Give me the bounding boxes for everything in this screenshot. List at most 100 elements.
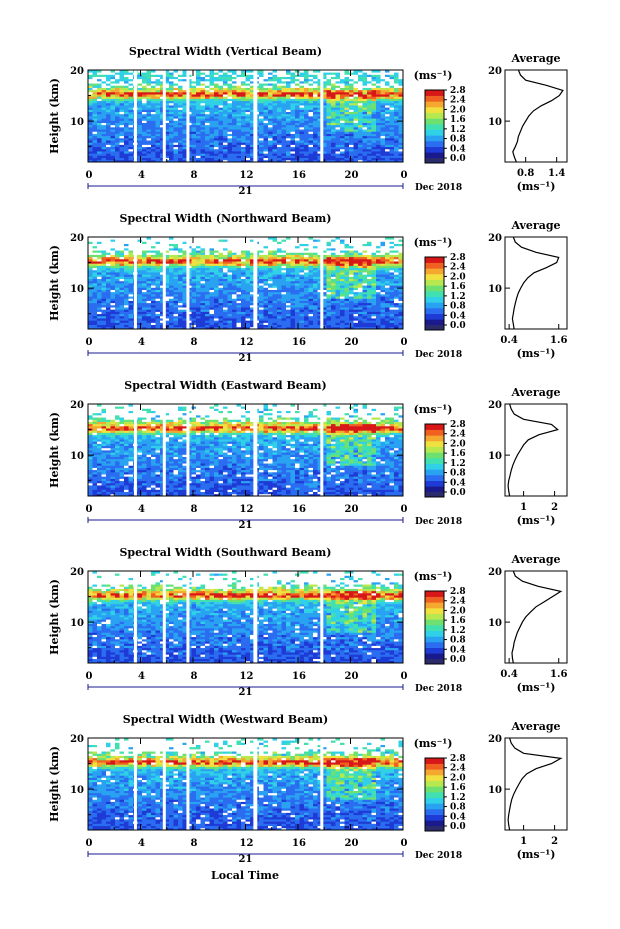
average-title: Average: [510, 219, 560, 232]
data-gap-5: [320, 237, 324, 329]
y-axis-label: Height (km): [48, 245, 61, 321]
colorbar-tick-label: 0.8: [450, 636, 466, 646]
y-tick-label: 20: [70, 66, 84, 77]
colorbar-swatch: [425, 469, 444, 476]
panel-title: Spectral Width (Vertical Beam): [129, 45, 322, 58]
colorbar-swatch: [425, 135, 444, 142]
x-tick-label: 0: [401, 838, 408, 849]
average-y-tick-label: 10: [488, 785, 502, 796]
spectral-width-heatmap: [88, 237, 403, 329]
data-gap-5: [320, 70, 324, 162]
y-axis-label: Height (km): [48, 78, 61, 154]
average-frame: [504, 236, 568, 330]
colorbar-tick-label: 2.4: [450, 597, 466, 607]
average-y-tick-label: 10: [488, 117, 502, 128]
colorbar-swatch: [425, 285, 444, 292]
colorbar-swatch: [425, 480, 444, 487]
x-tick-label: 0: [401, 504, 408, 515]
colorbar-unit: (ms⁻¹): [414, 737, 453, 750]
colorbar-swatch: [425, 435, 444, 442]
x-tick-label: 4: [138, 671, 145, 682]
colorbar-tick-label: 0.4: [450, 812, 466, 822]
colorbar-frame: [424, 423, 445, 498]
average-title: Average: [510, 52, 560, 65]
colorbar-swatch: [425, 780, 444, 787]
colorbar-swatch: [425, 653, 444, 660]
month-label: Dec 2018: [415, 517, 462, 527]
spectral-width-heatmap: [88, 738, 403, 830]
average-x-tick-label: 1.6: [550, 335, 567, 346]
average-y-tick-label: 10: [488, 284, 502, 295]
colorbar-swatch: [425, 758, 444, 764]
x-tick-label: 12: [240, 337, 254, 348]
average-profile: Average 10 20 0.4 1.6(ms⁻¹): [488, 553, 568, 694]
colorbar-swatch: [425, 775, 444, 781]
colorbar-swatch: [425, 101, 444, 108]
day-label: 21: [239, 520, 253, 531]
colorbar-tick-label: 0.4: [450, 478, 466, 488]
colorbar-swatch: [425, 141, 444, 147]
colorbar: (ms⁻¹) 0.00.40.81.21.62.02.42.8: [414, 570, 466, 665]
colorbar-swatch: [425, 596, 444, 603]
colorbar-tick-label: 2.8: [450, 420, 466, 430]
colorbar-tick-label: 0.4: [450, 645, 466, 655]
colorbar-tick-label: 1.6: [450, 449, 466, 459]
colorbar-tick-label: 2.0: [450, 105, 466, 115]
colorbar-swatch: [425, 786, 444, 793]
colorbar-unit: (ms⁻¹): [414, 236, 453, 249]
beam-panel-1: Spectral Width (Vertical Beam) 10 20 Height…: [48, 45, 568, 197]
colorbar-swatch: [425, 152, 444, 159]
x-tick-label: 20: [345, 671, 359, 682]
month-label: Dec 2018: [415, 183, 462, 193]
colorbar-swatch: [425, 769, 444, 776]
average-y-tick-label: 10: [488, 451, 502, 462]
colorbar-swatch: [425, 452, 444, 459]
colorbar-tick-label: 0.8: [450, 135, 466, 145]
average-x-tick-label: 0.4: [500, 335, 517, 346]
x-tick-label: 8: [191, 838, 198, 849]
colorbar-underflow: [425, 325, 444, 330]
x-tick-label: 16: [292, 504, 306, 515]
data-gap-1: [133, 70, 137, 162]
colorbar-swatch: [425, 429, 444, 436]
colorbar-underflow: [425, 492, 444, 497]
average-profile-line: [507, 403, 559, 497]
colorbar-swatch: [425, 118, 444, 125]
day-label: 21: [239, 687, 253, 698]
average-x-label: (ms⁻¹): [517, 514, 556, 527]
x-tick-label: 0: [86, 838, 93, 849]
data-gap-2: [162, 738, 166, 830]
colorbar-tick-label: 1.2: [450, 459, 466, 469]
colorbar-swatch: [425, 319, 444, 326]
average-x-label: (ms⁻¹): [517, 848, 556, 861]
x-tick-label: 16: [292, 170, 306, 181]
average-frame: [504, 737, 568, 831]
colorbar-swatch: [425, 441, 444, 447]
x-tick-label: 16: [292, 838, 306, 849]
colorbar-swatch: [425, 608, 444, 614]
average-profile-line: [511, 570, 563, 664]
average-x-tick-label: 1: [520, 836, 527, 847]
average-profile: Average 10 20 1 2(ms⁻¹): [488, 386, 568, 527]
spectral-width-heatmap: [88, 404, 403, 496]
data-gap-3: [186, 571, 190, 663]
colorbar-swatch: [425, 463, 444, 470]
colorbar-swatch: [425, 129, 444, 136]
spectral-width-heatmap: [88, 571, 403, 663]
colorbar-frame: [424, 590, 445, 665]
colorbar: (ms⁻¹) 0.00.40.81.21.62.02.42.8: [414, 236, 466, 331]
colorbar-swatch: [425, 446, 444, 453]
data-gap-3: [186, 237, 190, 329]
x-tick-label: 4: [138, 504, 145, 515]
beam-panel-5: Spectral Width (Westward Beam)1020Height…: [48, 713, 568, 865]
colorbar-swatch: [425, 262, 444, 269]
colorbar-swatch: [425, 268, 444, 275]
colorbar-swatch: [425, 613, 444, 620]
colorbar-tick-label: 0.8: [450, 803, 466, 813]
average-profile-line: [511, 236, 560, 330]
y-tick-label: 10: [70, 785, 84, 796]
y-tick-label: 20: [70, 233, 84, 244]
x-tick-label: 4: [138, 838, 145, 849]
beam-panel-4: Spectral Width (Southward Beam) 10 20 Heigh…: [48, 546, 568, 698]
colorbar-tick-label: 2.8: [450, 754, 466, 764]
